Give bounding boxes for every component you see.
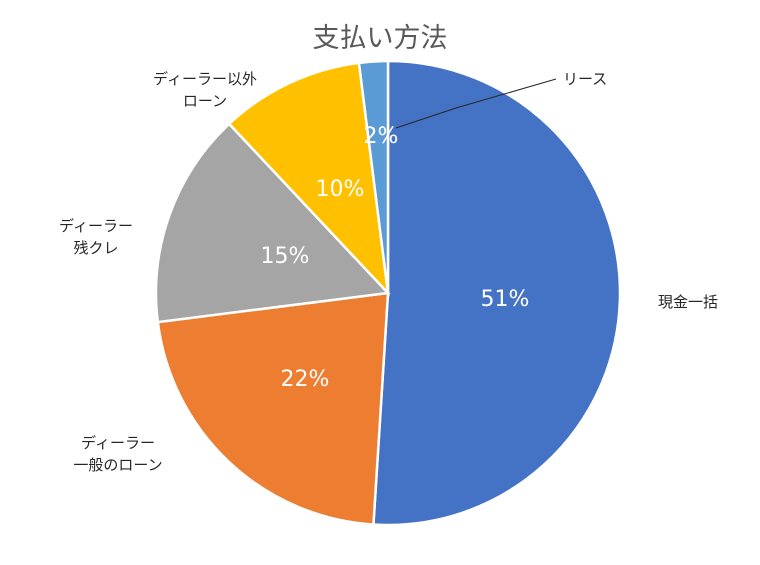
pie-slice-2 (154, 122, 391, 324)
slice-value-label-3: 10% (316, 177, 365, 202)
slice-category-label-2: ディーラー残クレ (59, 217, 133, 257)
chart-title: 支払い方法 (313, 23, 448, 54)
pie-slice-4 (357, 59, 390, 294)
slice-value-label-0: 51% (481, 287, 530, 312)
slice-category-label-1: ディーラー一般のローン (73, 434, 162, 474)
leader-lines (395, 78, 557, 129)
pie-slices (154, 59, 622, 527)
slice-value-label-2: 15% (261, 244, 310, 269)
pie-slice-1 (156, 291, 390, 526)
percent-labels: 51% 22% 15% 10% 2% (261, 124, 530, 392)
slice-category-label-0: 現金一括 (658, 293, 718, 311)
slice-category-label-3: ディーラー以外ローン (153, 70, 257, 110)
pie-slice-0 (372, 59, 622, 527)
slice-value-label-4: 2% (364, 124, 399, 149)
slice-value-label-1: 22% (281, 367, 330, 392)
slice-category-label-4: リース (563, 70, 607, 88)
pie-slice-3 (227, 61, 390, 297)
leader-line-4 (395, 78, 557, 129)
